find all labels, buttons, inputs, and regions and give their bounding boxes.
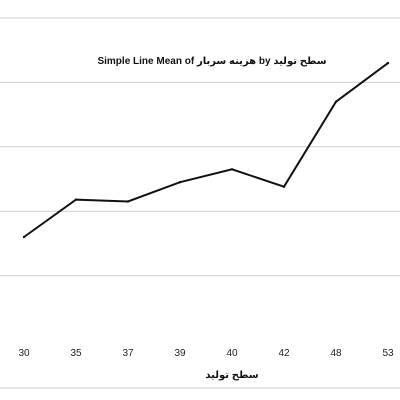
data-point — [178, 181, 182, 184]
data-point — [126, 200, 130, 203]
x-tick-label: 39 — [174, 348, 186, 359]
x-tick-labels: 30 35 37 39 40 42 48 53 — [18, 348, 394, 359]
data-point — [230, 168, 234, 171]
x-tick-label: 53 — [382, 348, 394, 359]
x-tick-label: 35 — [70, 348, 82, 359]
x-tick-label: 37 — [122, 348, 134, 359]
x-tick-label: 42 — [278, 348, 290, 359]
series-layer — [22, 61, 390, 239]
data-point — [74, 198, 78, 201]
x-tick-label: 40 — [226, 348, 238, 359]
data-point — [386, 61, 390, 65]
data-point — [22, 235, 26, 239]
x-axis-title: سطح توليد — [205, 370, 258, 381]
x-tick-label: 30 — [18, 348, 30, 359]
data-point — [282, 185, 286, 188]
data-point — [334, 100, 338, 103]
series-line — [23, 62, 389, 238]
gridlines — [0, 17, 400, 389]
chart-title: Simple Line Mean of هزينه سربار by سطح ت… — [97, 56, 326, 67]
x-tick-label: 48 — [330, 348, 342, 359]
